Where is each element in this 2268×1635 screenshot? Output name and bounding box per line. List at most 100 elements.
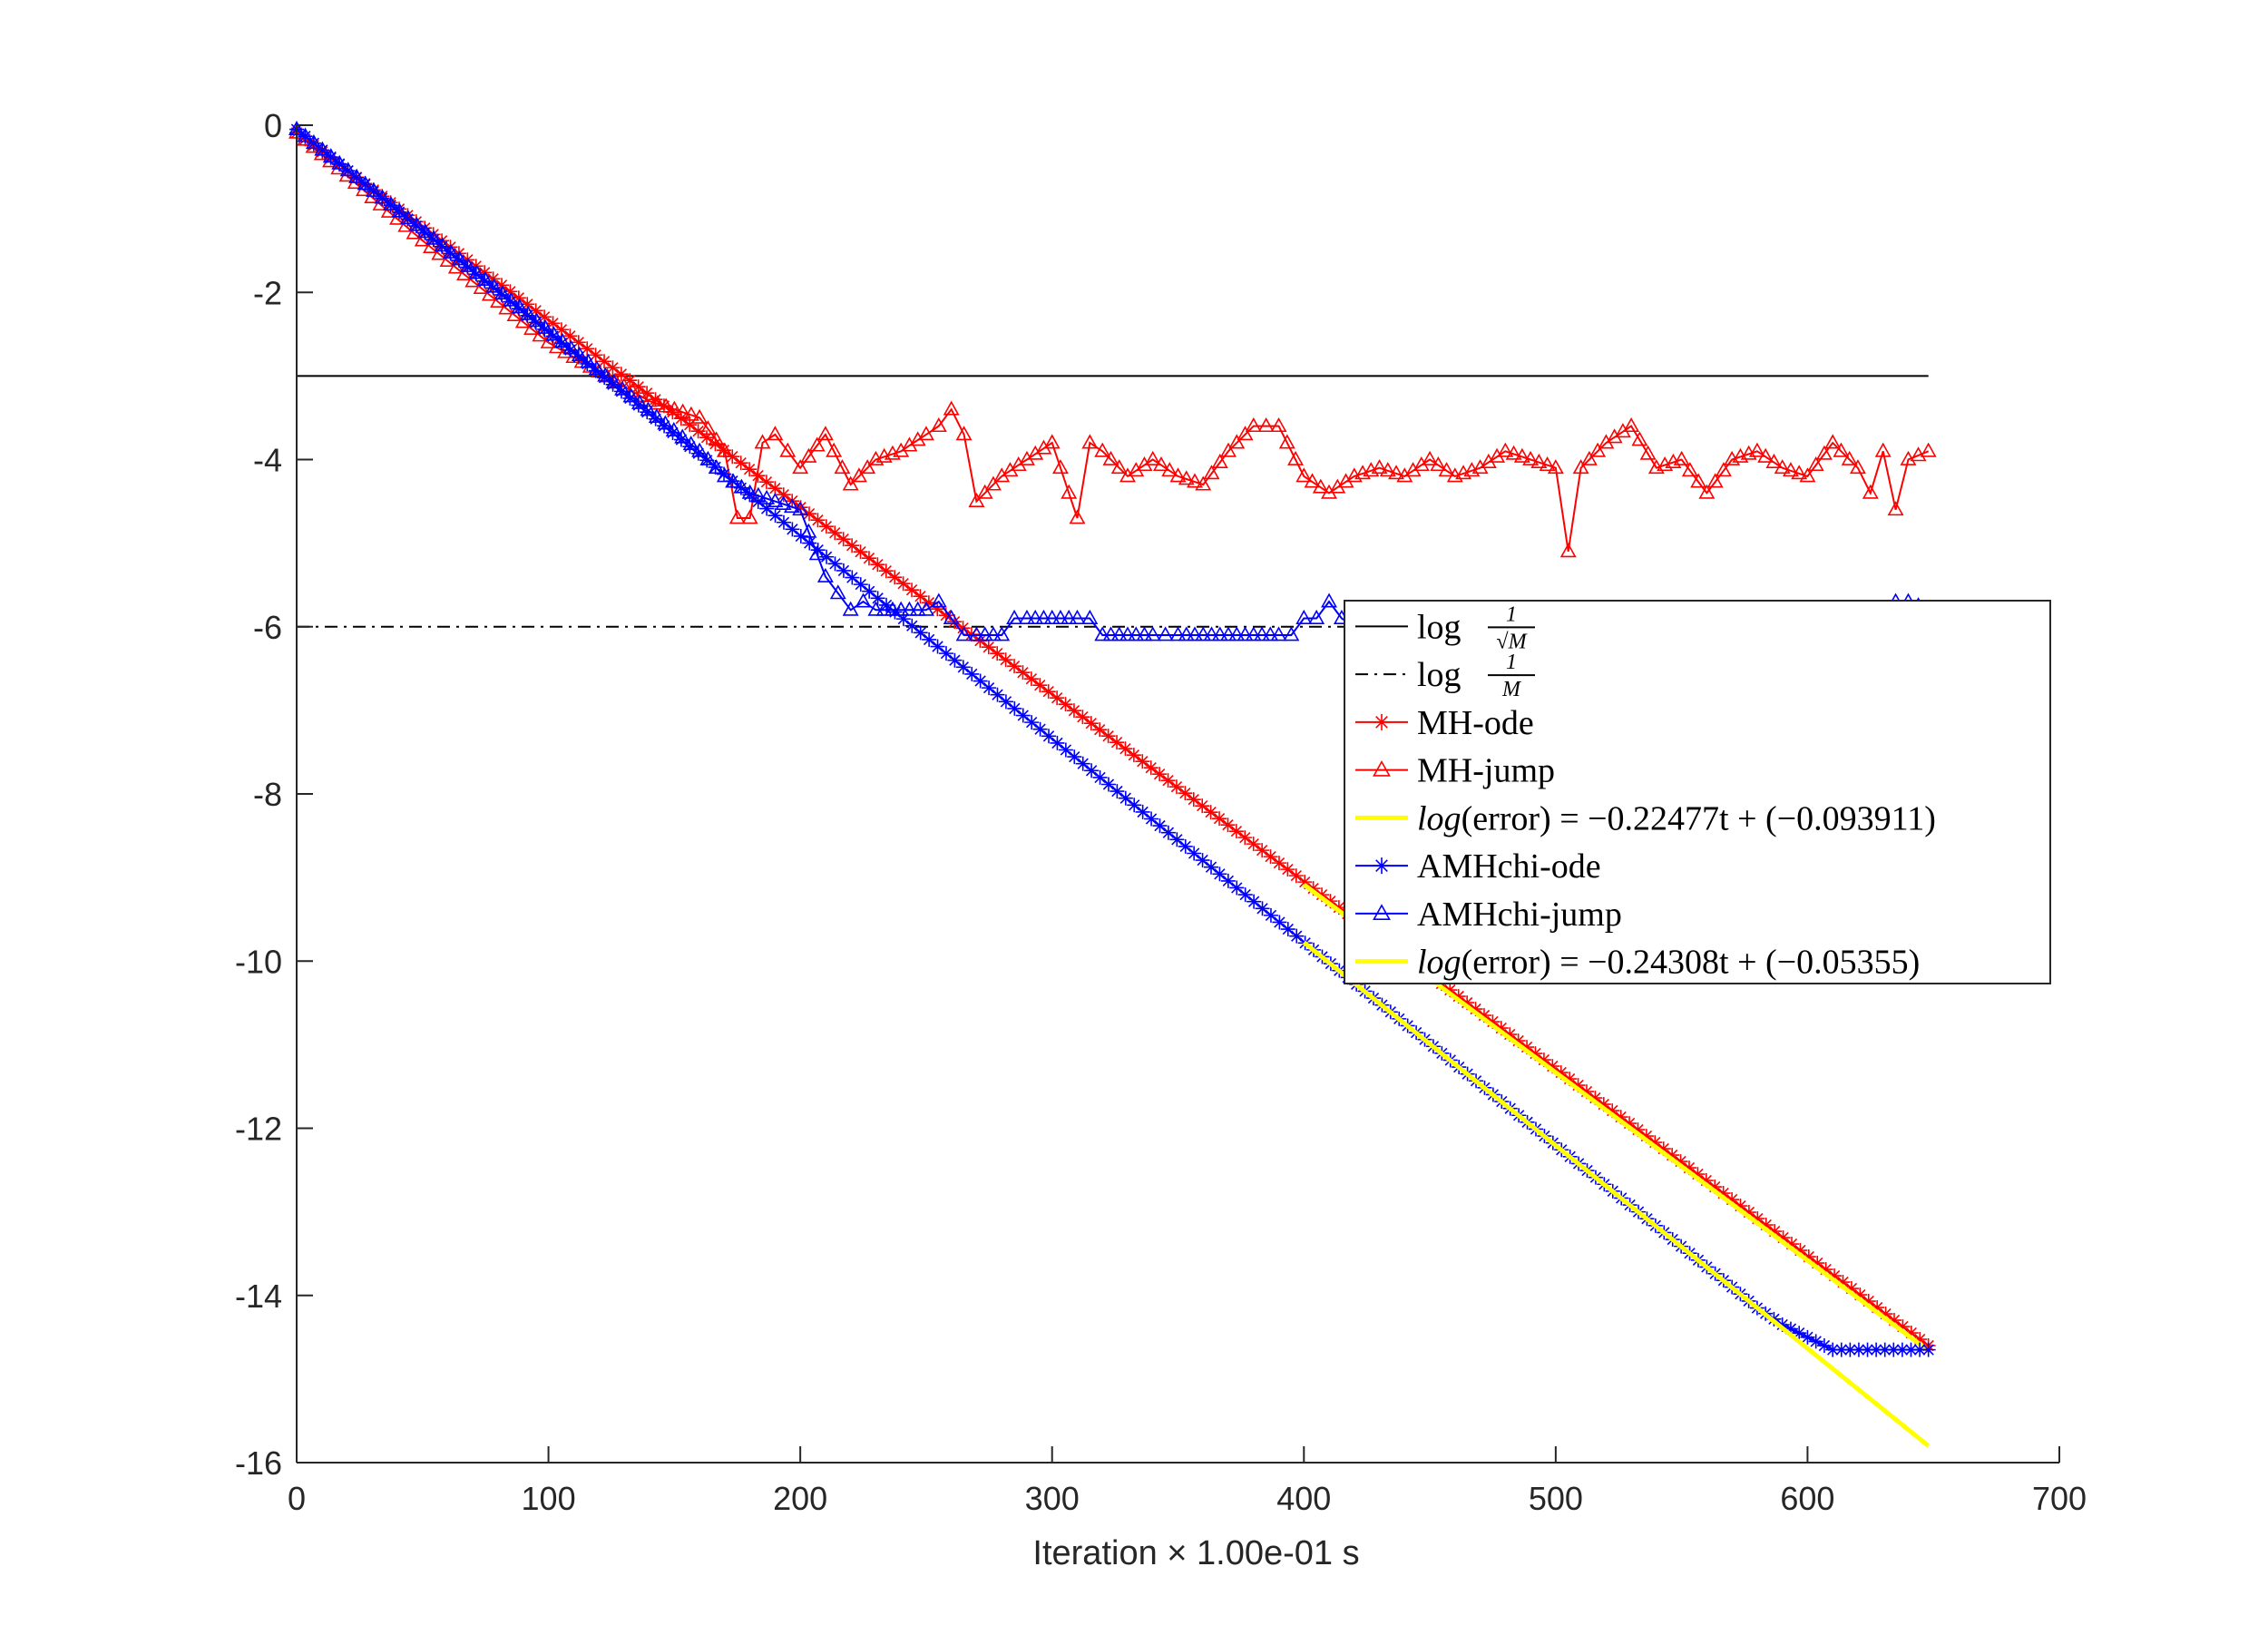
- data-point: [1169, 467, 1187, 483]
- series-3: [288, 123, 1937, 558]
- data-point: [1052, 459, 1069, 475]
- data-point: [588, 363, 603, 378]
- data-point: [1622, 1116, 1637, 1131]
- data-point: [1765, 453, 1783, 468]
- data-point: [1110, 459, 1128, 475]
- data-point: [494, 278, 510, 293]
- data-point: [1143, 760, 1158, 776]
- data-point: [826, 442, 843, 457]
- legend-label-rest: (error) = −0.24308t + (−0.05355): [1461, 944, 1921, 982]
- data-point: [1178, 470, 1195, 485]
- data-point: [1476, 1008, 1491, 1023]
- data-point: [648, 411, 663, 426]
- data-point: [1912, 1342, 1928, 1357]
- data-point: [682, 406, 699, 421]
- data-point: [674, 403, 691, 418]
- data-point: [545, 328, 561, 344]
- data-point: [1673, 1154, 1688, 1170]
- data-point: [1530, 453, 1548, 468]
- data-point: [1799, 467, 1816, 483]
- data-point: [331, 154, 348, 170]
- data-point: [305, 134, 322, 150]
- data-point: [895, 576, 911, 592]
- data-point: [741, 484, 758, 499]
- legend-frac-numerator: 1: [1506, 602, 1517, 626]
- data-point: [1733, 1199, 1748, 1214]
- data-point: [699, 450, 717, 465]
- data-point: [1052, 609, 1069, 624]
- data-point: [1187, 473, 1203, 488]
- data-point: [909, 601, 926, 616]
- data-point: [767, 508, 783, 524]
- data-point: [1810, 1256, 1825, 1271]
- data-point: [767, 481, 783, 496]
- data-point: [1505, 445, 1522, 460]
- data-point: [1783, 1321, 1798, 1336]
- data-point: [682, 417, 698, 433]
- data-point: [1100, 729, 1116, 744]
- x-tick-label: 600: [1780, 1480, 1834, 1517]
- y-tick-label: 0: [264, 107, 282, 144]
- data-point: [657, 415, 674, 430]
- data-point: [1792, 1326, 1807, 1341]
- data-point: [1887, 501, 1904, 516]
- legend-label: MH-ode: [1417, 704, 1534, 742]
- data-point: [1841, 450, 1858, 465]
- data-point: [1536, 1052, 1551, 1068]
- y-tick-label: -4: [253, 442, 282, 479]
- data-point: [1706, 473, 1724, 488]
- data-point: [1066, 703, 1081, 719]
- data-point: [1032, 678, 1048, 693]
- data-point: [380, 202, 397, 218]
- y-tick-label: -16: [235, 1444, 282, 1482]
- data-point: [1043, 434, 1061, 449]
- legend-entry-1: log 1 M: [1355, 651, 1535, 701]
- data-point: [443, 243, 460, 259]
- data-point: [1126, 748, 1141, 763]
- data-point: [998, 694, 1013, 710]
- data-point: [921, 595, 936, 611]
- data-point: [1075, 756, 1090, 771]
- data-point: [297, 127, 314, 142]
- data-point: [1295, 609, 1313, 624]
- data-point: [1084, 763, 1100, 778]
- data-point: [348, 168, 366, 183]
- data-point: [973, 673, 988, 689]
- data-point: [1254, 626, 1270, 641]
- data-point: [1195, 853, 1210, 868]
- data-point: [708, 431, 725, 446]
- data-point: [571, 349, 586, 365]
- data-point: [580, 341, 595, 357]
- data-point: [1596, 1097, 1611, 1112]
- data-point: [1833, 442, 1850, 457]
- data-point: [1323, 894, 1338, 909]
- data-point: [1289, 928, 1305, 944]
- data-point: [792, 501, 809, 516]
- data-point: [1035, 609, 1052, 624]
- data-point: [460, 257, 476, 272]
- data-point: [875, 601, 893, 616]
- data-point: [1579, 1084, 1594, 1100]
- data-point: [649, 395, 666, 410]
- data-point: [1886, 1342, 1901, 1357]
- data-point: [1816, 1338, 1832, 1354]
- data-point: [389, 210, 406, 225]
- data-point: [1228, 626, 1246, 641]
- data-point: [1229, 880, 1245, 896]
- data-point: [588, 360, 605, 376]
- data-point: [1750, 1211, 1765, 1227]
- data-point: [1271, 856, 1286, 871]
- data-point: [1237, 887, 1253, 903]
- data-point: [382, 195, 399, 211]
- data-point: [792, 459, 809, 475]
- data-point: [1081, 609, 1099, 624]
- data-point: [1547, 459, 1564, 475]
- data-point: [1144, 626, 1161, 641]
- data-point: [1522, 450, 1540, 465]
- data-point: [1758, 1218, 1774, 1233]
- data-point: [1725, 1192, 1740, 1208]
- data-point: [1715, 462, 1732, 477]
- data-point: [1006, 609, 1023, 624]
- data-point: [1767, 1224, 1783, 1239]
